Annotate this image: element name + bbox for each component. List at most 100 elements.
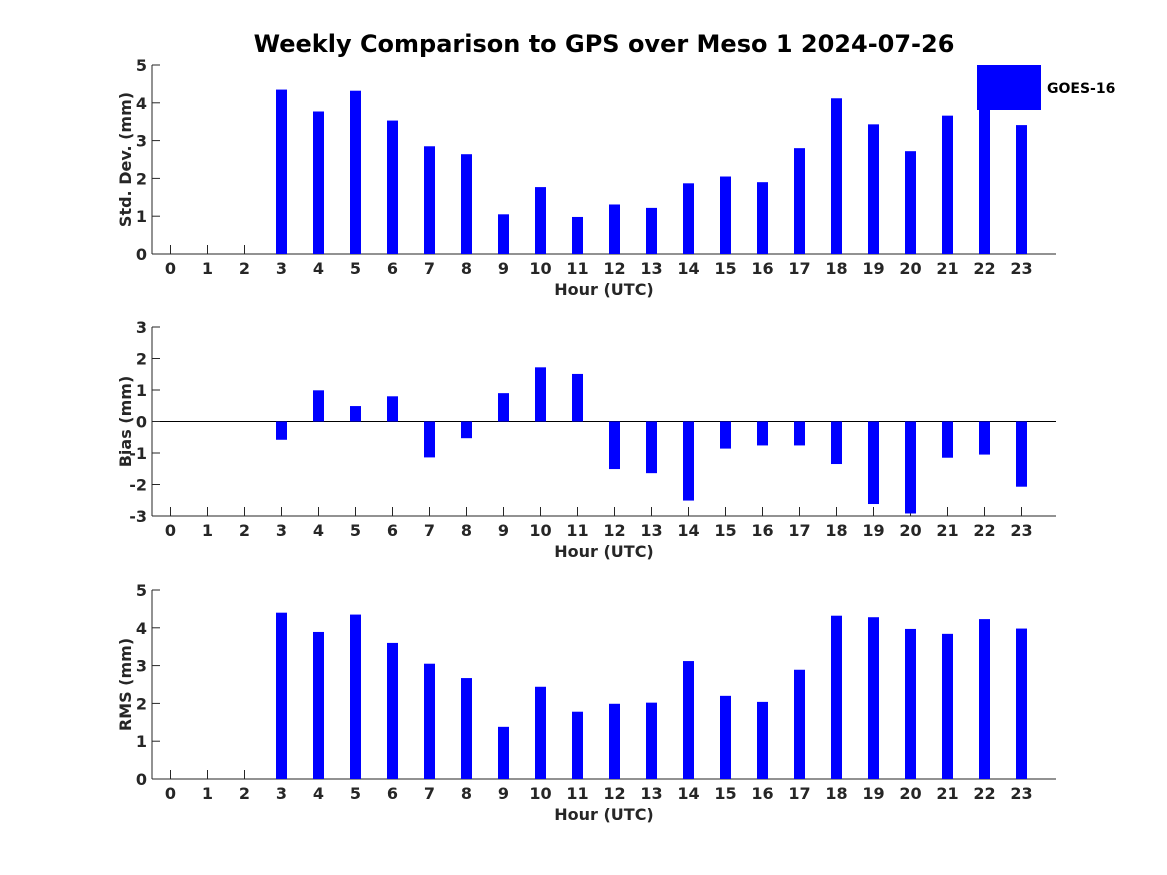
std-dev-x-tick-label: 9 [498,259,509,278]
std-dev-x-axis-label: Hour (UTC) [554,280,654,299]
rms-bar [572,711,583,779]
std-dev-x-tick-label: 5 [350,259,361,278]
rms-y-tick-label: 1 [136,732,147,751]
rms-y-tick-label: 2 [136,694,147,713]
bias-x-tick-label: 2 [239,521,250,540]
std-dev-x-tick-label: 7 [424,259,435,278]
bias-bar [868,421,879,505]
std-dev-x-tick-label: 22 [973,259,995,278]
std-dev-x-tick-label: 4 [313,259,324,278]
std-dev-x-tick-label: 15 [714,259,736,278]
rms-bar [424,663,435,779]
std-dev-bar [720,176,731,254]
bias-bar [646,421,657,474]
std-dev-bar [979,78,990,254]
bias-x-tick-label: 15 [714,521,736,540]
std-dev-bar [609,204,620,254]
rms-bar [905,628,916,779]
std-dev-bar [276,89,287,254]
rms-x-tick-label: 6 [387,784,398,803]
bias-bar [1016,421,1027,487]
std-dev-y-tick-label: 1 [136,207,147,226]
std-dev-bar [757,182,768,254]
bias-bar [572,373,583,422]
bias-bar [498,393,509,422]
rms-bar [979,619,990,779]
bias-x-tick-label: 9 [498,521,509,540]
rms-x-tick-label: 4 [313,784,324,803]
bias-x-tick-label: 7 [424,521,435,540]
bias-x-tick-label: 23 [1010,521,1032,540]
rms-bar [794,669,805,779]
std-dev-bar [868,124,879,254]
bias-bar [424,421,435,458]
std-dev-x-tick-label: 20 [899,259,921,278]
bias-x-tick-label: 5 [350,521,361,540]
bias-bar [794,421,805,446]
bias-bar [831,421,842,465]
std-dev-y-tick-label: 5 [136,56,147,75]
std-dev-x-tick-label: 11 [566,259,588,278]
std-dev-y-tick-label: 3 [136,132,147,151]
std-dev-y-tick-label: 4 [136,94,147,113]
rms-bar [868,617,879,779]
rms-bar [720,695,731,779]
rms-bar [1016,628,1027,779]
bias-bar [979,421,990,455]
rms-x-tick-label: 13 [640,784,662,803]
bias-x-tick-label: 10 [529,521,551,540]
bias-y-tick-label: 0 [136,413,147,432]
std-dev-bar [905,151,916,254]
rms-y-tick-label: 4 [136,619,147,638]
bias-x-tick-label: 0 [165,521,176,540]
bias-y-tick-label: 2 [136,350,147,369]
std-dev-bar [498,214,509,254]
std-dev-bar [646,207,657,254]
std-dev-bar [831,98,842,254]
bias-x-tick-label: 13 [640,521,662,540]
bias-y-tick-label: 1 [136,381,147,400]
std-dev-y-tick-label: 2 [136,169,147,188]
rms-bar [350,614,361,779]
std-dev-bar [424,146,435,254]
rms-x-tick-label: 19 [862,784,884,803]
bias-x-tick-label: 18 [825,521,847,540]
rms-x-tick-label: 17 [788,784,810,803]
rms-x-tick-label: 3 [276,784,287,803]
rms-bar [461,678,472,779]
std-dev-x-tick-label: 21 [936,259,958,278]
std-dev-x-tick-label: 10 [529,259,551,278]
std-dev-bar [572,216,583,254]
bias-y-tick-label: -2 [129,476,147,495]
std-dev-x-tick-label: 18 [825,259,847,278]
rms-x-tick-label: 23 [1010,784,1032,803]
rms-y-tick-label: 5 [136,581,147,600]
std-dev-bar [683,183,694,254]
std-dev-x-tick-label: 16 [751,259,773,278]
std-dev-x-tick-label: 1 [202,259,213,278]
rms-bar [387,642,398,779]
rms-x-tick-label: 22 [973,784,995,803]
std-dev-bar [387,120,398,254]
std-dev-x-tick-label: 6 [387,259,398,278]
bias-x-tick-label: 22 [973,521,995,540]
bias-y-tick-label: -1 [129,444,147,463]
rms-bar [313,631,324,779]
rms-bar [498,726,509,779]
rms-bar [831,615,842,779]
bias-x-tick-label: 16 [751,521,773,540]
std-dev-x-tick-label: 12 [603,259,625,278]
bias-x-tick-label: 14 [677,521,699,540]
bias-y-tick-label: -3 [129,507,147,526]
bias-x-axis-label: Hour (UTC) [554,542,654,561]
rms-x-tick-label: 18 [825,784,847,803]
bias-bar [276,421,287,440]
std-dev-bar [942,115,953,254]
legend-swatch [977,65,1041,110]
rms-bar [609,703,620,779]
bias-bar [350,406,361,422]
std-dev-x-tick-label: 23 [1010,259,1032,278]
